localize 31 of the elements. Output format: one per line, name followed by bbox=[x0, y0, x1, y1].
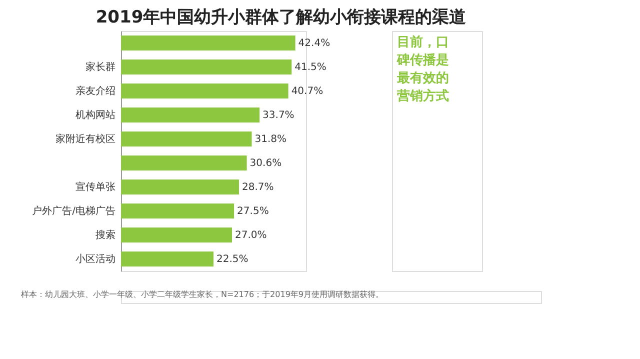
bar bbox=[121, 108, 260, 122]
data-label: 40.7% bbox=[291, 86, 324, 97]
bar bbox=[121, 156, 247, 170]
data-label: 42.4% bbox=[298, 38, 330, 49]
data-label: 30.6% bbox=[250, 158, 282, 169]
data-label: 27.5% bbox=[237, 206, 269, 217]
data-label: 28.7% bbox=[242, 182, 274, 193]
data-label: 31.8% bbox=[254, 134, 287, 145]
y-tick-label: 机构网站 bbox=[76, 109, 116, 121]
bar bbox=[121, 36, 296, 50]
bar bbox=[121, 252, 214, 266]
bar bbox=[121, 204, 234, 218]
text: 样本：幼儿园大班、小学一年级、小学二年级学生家长，N=2176；于2019年9月使用调研数据获得。 bbox=[21, 290, 384, 299]
y-tick-label: 搜索 bbox=[96, 229, 116, 241]
bar bbox=[121, 180, 239, 194]
y-tick-label: 宣传单张 bbox=[76, 181, 116, 193]
bar bbox=[121, 84, 288, 98]
chart-title: 2019年中国幼升小群体了解幼小衔接课程的渠道 bbox=[96, 8, 466, 28]
y-tick-label: 家附近有校区 bbox=[56, 133, 116, 145]
data-label: 41.5% bbox=[294, 62, 326, 73]
data-label: 22.5% bbox=[216, 254, 248, 265]
y-tick-label: 亲友介绍 bbox=[76, 85, 116, 97]
data-label: 27.0% bbox=[235, 230, 267, 241]
text: 目前，口碑传播是最有效的营销方式 bbox=[396, 35, 449, 104]
data-label: 33.7% bbox=[262, 110, 294, 121]
bar bbox=[121, 132, 252, 146]
bar bbox=[121, 228, 232, 242]
y-tick-label: 家长群 bbox=[86, 61, 116, 73]
bar bbox=[121, 60, 292, 74]
y-tick-label: 小区活动 bbox=[76, 253, 116, 265]
y-tick-label: 户外广告/电梯广告 bbox=[32, 205, 116, 217]
